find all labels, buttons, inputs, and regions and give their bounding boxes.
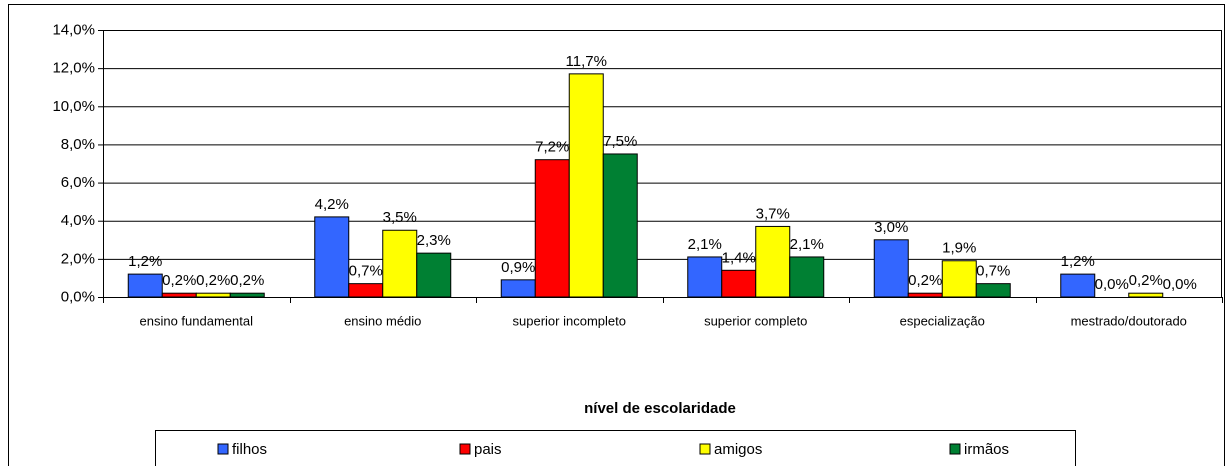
value-label: 1,4% (722, 249, 756, 266)
y-tick-label: 2,0% (61, 250, 95, 267)
bar (1060, 273, 1096, 298)
legend-label: pais (474, 441, 502, 458)
value-label: 0,0% (1163, 276, 1197, 293)
legend-swatch (459, 443, 471, 455)
bar (873, 239, 909, 298)
x-tick-label: ensino fundamental (140, 313, 254, 328)
bar (687, 256, 723, 298)
bar (229, 292, 265, 298)
value-label: 1,2% (128, 253, 162, 270)
bar (314, 216, 350, 298)
bar (602, 153, 638, 298)
bar (907, 292, 943, 298)
x-axis-title: nível de escolaridade (584, 400, 736, 417)
value-label: 2,1% (790, 236, 824, 253)
value-label: 0,2% (908, 272, 942, 289)
value-label: 0,2% (230, 272, 264, 289)
bar (721, 269, 757, 298)
value-label: 11,7% (566, 53, 607, 70)
bar (127, 273, 163, 298)
bar (534, 159, 570, 298)
value-label: 3,0% (874, 219, 908, 236)
bar (161, 292, 197, 298)
value-label: 0,2% (196, 272, 230, 289)
y-tick-label: 14,0% (52, 21, 95, 38)
value-label: 2,1% (688, 236, 722, 253)
legend (155, 430, 1076, 466)
x-tick-label: superior incompleto (513, 313, 626, 328)
bar (789, 256, 825, 298)
y-tick-label: 12,0% (52, 60, 95, 77)
bar (382, 229, 418, 298)
value-label: 3,7% (756, 205, 790, 222)
y-tick-label: 10,0% (52, 98, 95, 115)
legend-label: irmãos (964, 441, 1009, 458)
x-tick-label: mestrado/doutorado (1071, 313, 1187, 328)
bar (568, 73, 604, 298)
value-label: 7,5% (603, 133, 637, 150)
legend-label: filhos (232, 441, 267, 458)
value-label: 0,7% (976, 263, 1010, 280)
value-label: 3,5% (383, 209, 417, 226)
bar (755, 225, 791, 298)
bar (195, 292, 231, 298)
legend-swatch (949, 443, 961, 455)
value-label: 0,9% (501, 259, 535, 276)
y-tick-label: 0,0% (61, 288, 95, 305)
x-tick-label: ensino médio (344, 313, 421, 328)
value-label: 1,2% (1061, 253, 1095, 270)
legend-swatch (217, 443, 229, 455)
value-label: 0,2% (162, 272, 196, 289)
bar (348, 283, 384, 298)
value-label: 0,0% (1095, 276, 1129, 293)
value-label: 1,9% (942, 240, 976, 257)
x-tick-label: especialização (900, 313, 985, 328)
bar (500, 279, 536, 298)
bar (416, 252, 452, 298)
bar (1128, 292, 1164, 298)
value-label: 7,2% (535, 139, 569, 156)
legend-swatch (699, 443, 711, 455)
bar (975, 283, 1011, 298)
value-label: 0,7% (349, 263, 383, 280)
y-tick-label: 8,0% (61, 136, 95, 153)
y-tick-label: 4,0% (61, 212, 95, 229)
x-tick-label: superior completo (704, 313, 807, 328)
bar (941, 260, 977, 298)
legend-label: amigos (714, 441, 762, 458)
value-label: 0,2% (1129, 272, 1163, 289)
value-label: 2,3% (417, 232, 451, 249)
y-tick-label: 6,0% (61, 174, 95, 191)
value-label: 4,2% (315, 196, 349, 213)
